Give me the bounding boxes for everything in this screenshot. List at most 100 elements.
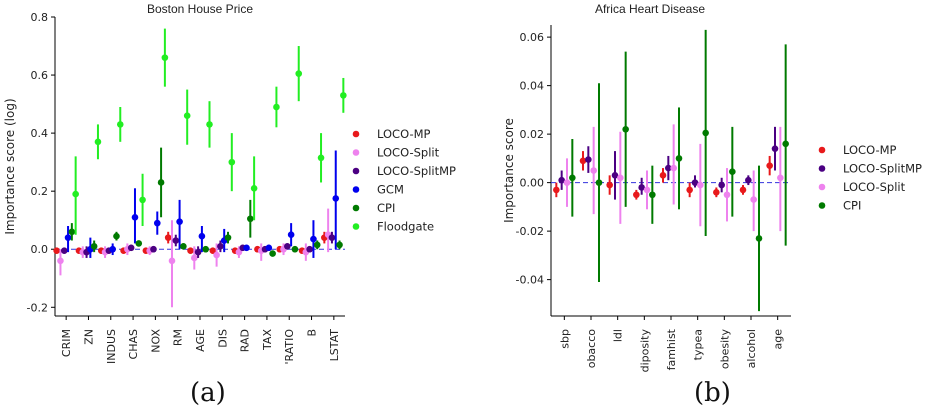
data-point-1-3-8: [782, 140, 789, 148]
data-point-0-2-3: [127, 244, 135, 252]
data-point-1-1-5: [691, 179, 699, 186]
y-tick-label-1-4: 0.04: [520, 80, 545, 93]
data-point-1-1-4: [665, 164, 672, 172]
data-point-0-5-9: [273, 103, 280, 111]
data-point-1-1-6: [718, 181, 725, 189]
data-point-1-0-6: [713, 189, 720, 196]
data-point-1-0-4: [659, 172, 667, 179]
data-point-0-3-6: [198, 232, 206, 240]
y-tick-label-1-2: 0.00: [520, 177, 545, 190]
data-point-0-4-12: [336, 241, 343, 249]
data-point-1-1-8: [771, 145, 779, 152]
data-point-1-3-4: [675, 155, 683, 162]
category-label-1-7: alcohol: [745, 329, 758, 368]
legend-marker-1-3: [818, 202, 826, 209]
category-label-0-12: LSTAT: [328, 329, 341, 362]
caption-a: (a): [190, 378, 226, 408]
category-label-1-0: sbp: [558, 329, 571, 349]
legend-marker-1-0: [818, 146, 826, 154]
data-point-0-4-0: [68, 228, 76, 236]
legend-label-0-1: LOCO-Split: [377, 146, 440, 160]
data-point-0-1-5: [168, 257, 176, 265]
data-point-0-3-11: [310, 235, 317, 243]
y-tick-label-0-1: 0.0: [31, 243, 49, 256]
legend-label-1-3: CPI: [843, 199, 861, 213]
y-axis-label-0: Importance score (log): [3, 98, 17, 234]
data-point-1-2-5: [697, 181, 704, 189]
data-point-1-2-7: [750, 196, 757, 203]
data-point-0-4-6: [202, 245, 209, 253]
y-tick-label-0-3: 0.4: [31, 127, 49, 140]
data-point-1-1-7: [745, 176, 752, 184]
data-point-1-2-8: [777, 174, 784, 182]
data-point-1-0-3: [633, 191, 640, 199]
data-point-0-2-5: [172, 237, 180, 244]
legend-label-0-4: CPI: [377, 201, 395, 215]
data-point-0-3-3: [131, 214, 139, 221]
data-point-1-3-2: [622, 125, 629, 133]
category-label-0-10: 'RATIO: [283, 329, 296, 365]
data-point-1-3-5: [702, 129, 709, 137]
chart-title-0: Boston House Price: [147, 2, 253, 16]
data-point-0-4-7: [224, 234, 232, 241]
data-point-0-0-7: [209, 247, 217, 254]
category-label-0-4: NOX: [149, 329, 162, 353]
data-point-0-0-5: [164, 234, 172, 241]
category-label-0-7: DIS: [216, 329, 229, 348]
data-point-0-4-8: [247, 215, 254, 223]
data-point-0-3-2: [109, 245, 116, 253]
category-label-0-3: CHAS: [127, 329, 140, 359]
caption-b: (b): [694, 378, 731, 408]
data-point-1-1-0: [558, 176, 565, 184]
legend-marker-1-1: [818, 165, 826, 172]
category-label-0-5: RM: [172, 329, 185, 346]
data-point-1-2-2: [617, 174, 624, 182]
data-point-0-5-10: [295, 70, 303, 77]
category-label-0-8: RAD: [239, 329, 252, 352]
legend-marker-1-2: [818, 183, 826, 191]
data-point-0-2-4: [150, 245, 157, 253]
data-point-0-3-10: [287, 231, 295, 239]
data-point-0-0-0: [53, 247, 60, 254]
data-point-0-5-3: [139, 196, 146, 204]
data-point-0-4-3: [135, 240, 143, 247]
data-point-0-3-12: [332, 195, 340, 202]
data-point-0-2-7: [217, 243, 224, 250]
data-point-0-1-0: [57, 257, 64, 265]
data-point-0-5-7: [228, 158, 236, 166]
data-point-1-0-7: [739, 186, 747, 194]
data-point-0-3-9: [265, 244, 273, 252]
y-tick-label-1-1: -0.02: [516, 225, 544, 238]
y-tick-label-0-0: -0.2: [27, 301, 48, 314]
data-point-0-4-9: [269, 250, 276, 257]
data-point-0-5-0: [72, 190, 79, 198]
data-point-1-2-1: [590, 167, 597, 174]
data-point-1-1-3: [638, 184, 645, 191]
legend-marker-0-0: [352, 130, 360, 138]
data-point-0-5-6: [206, 121, 213, 128]
legend-marker-0-4: [352, 204, 360, 212]
legend-label-1-1: LOCO-SplitMP: [843, 162, 922, 176]
y-tick-label-0-4: 0.6: [31, 69, 49, 82]
data-point-0-3-4: [153, 219, 161, 227]
legend-label-1-0: LOCO-MP: [843, 143, 897, 157]
data-point-0-2-11: [306, 245, 313, 253]
data-point-0-1-6: [191, 254, 198, 262]
category-label-1-6: obesity: [718, 329, 731, 370]
data-point-1-0-1: [579, 157, 587, 165]
data-point-0-5-11: [317, 154, 325, 162]
data-point-0-1-8: [235, 248, 243, 256]
category-label-0-9: TAX: [261, 329, 274, 351]
y-tick-label-1-0: -0.04: [516, 274, 544, 287]
chart-title-1: Africa Heart Disease: [595, 2, 705, 16]
data-point-1-3-6: [729, 168, 736, 176]
data-point-0-5-4: [161, 54, 169, 61]
data-point-0-3-0: [64, 234, 72, 241]
legend-marker-0-1: [352, 149, 360, 156]
data-point-0-4-4: [157, 179, 165, 186]
data-point-1-3-1: [595, 179, 603, 186]
data-point-0-2-10: [284, 243, 291, 250]
legend-label-0-3: GCM: [377, 183, 404, 197]
data-point-1-0-0: [553, 186, 560, 194]
